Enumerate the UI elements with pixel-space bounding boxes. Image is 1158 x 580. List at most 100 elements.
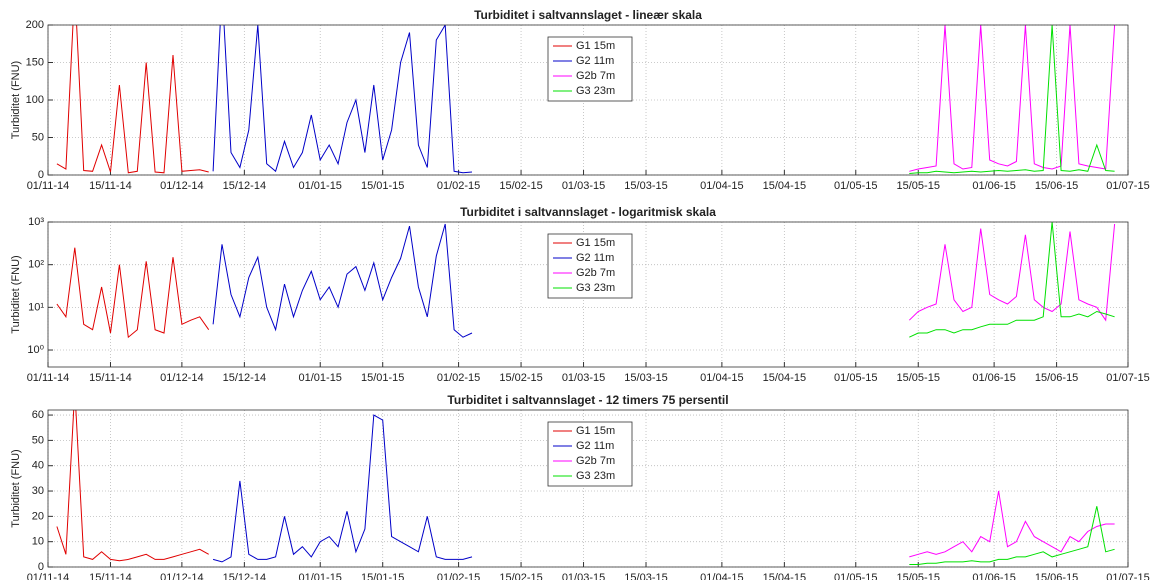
x-tick-label: 01/05-15 [834, 572, 877, 580]
x-tick-label: 15/06-15 [1035, 372, 1078, 384]
x-tick-label: 01/12-14 [160, 572, 203, 580]
legend-label: G3 23m [576, 85, 615, 97]
x-tick-label: 01/01-15 [299, 572, 342, 580]
x-tick-label: 15/05-15 [897, 572, 940, 580]
x-tick-label: 15/01-15 [361, 372, 404, 384]
data-line [212, 25, 473, 174]
legend-label: G2b 7m [576, 267, 615, 279]
x-tick-label: 15/11-14 [89, 372, 132, 384]
x-tick-label: 15/06-15 [1035, 572, 1078, 580]
x-tick-label: 01/06-15 [972, 372, 1015, 384]
legend-label: G1 15m [576, 237, 615, 249]
data-line [909, 25, 1116, 172]
x-tick-label: 15/02-15 [499, 372, 542, 384]
x-tick-label: 01/02-15 [437, 572, 480, 580]
legend-label: G3 23m [576, 470, 615, 482]
plot-frame [47, 221, 1129, 368]
x-tick-label: 15/05-15 [897, 372, 940, 384]
data-line [56, 247, 210, 339]
data-line [909, 490, 1115, 558]
y-axis-label: Turbiditet (FNU) [10, 61, 22, 139]
y-tick-label: 200 [26, 19, 44, 31]
x-tick-label: 15/06-15 [1035, 180, 1078, 192]
x-tick-label: 15/03-15 [624, 572, 667, 580]
x-tick-label: 15/03-15 [624, 372, 667, 384]
x-tick-label: 01/11-14 [27, 372, 70, 384]
x-tick-label: 01/07-15 [1106, 180, 1149, 192]
x-tick-label: 01/03-15 [562, 372, 605, 384]
x-tick-label: 15/04-15 [763, 180, 806, 192]
legend-box [547, 36, 633, 102]
x-tick-label: 15/01-15 [361, 180, 404, 192]
chart-title: Turbiditet i saltvannslaget - lineær ska… [474, 8, 702, 22]
legend-box [547, 233, 633, 299]
legend-label: G2 11m [576, 252, 614, 264]
panel: Turbiditet i saltvannslaget - logaritmis… [10, 205, 1150, 384]
y-tick-label: 0 [38, 169, 44, 181]
plot-frame [47, 24, 1129, 176]
x-tick-label: 01/04-15 [700, 572, 743, 580]
chart-title: Turbiditet i saltvannslaget - 12 timers … [447, 393, 728, 407]
legend: G1 15m G2 11m G2b 7m G3 23m [547, 36, 633, 102]
x-tick-label: 15/05-15 [897, 180, 940, 192]
data-line [56, 25, 209, 174]
x-tick-label: 01/05-15 [834, 180, 877, 192]
x-tick-label: 01/05-15 [834, 372, 877, 384]
x-tick-label: 01/07-15 [1106, 572, 1149, 580]
x-tick-label: 15/01-15 [361, 572, 404, 580]
y-axis-label: Turbiditet (FNU) [10, 449, 22, 527]
x-tick-label: 15/02-15 [499, 572, 542, 580]
y-tick-label: 10¹ [28, 301, 44, 313]
x-tick-label: 01/03-15 [562, 572, 605, 580]
legend-label: G2b 7m [576, 455, 615, 467]
data-line [909, 222, 1115, 338]
x-tick-label: 01/07-15 [1106, 372, 1149, 384]
data-line [56, 410, 209, 562]
data-line [212, 223, 473, 338]
panel: Turbiditet i saltvannslaget - 12 timers … [10, 393, 1150, 580]
x-tick-label: 15/03-15 [624, 180, 667, 192]
x-tick-label: 15/12-14 [223, 572, 266, 580]
y-tick-label: 10⁰ [27, 344, 44, 356]
y-tick-label: 50 [32, 434, 44, 446]
x-tick-label: 01/11-14 [27, 180, 70, 192]
y-tick-label: 60 [32, 409, 44, 421]
legend-label: G1 15m [576, 425, 615, 437]
x-tick-label: 01/11-14 [27, 572, 70, 580]
data-line [909, 25, 1115, 174]
y-tick-label: 50 [32, 131, 44, 143]
x-tick-label: 01/06-15 [972, 180, 1015, 192]
data-line [909, 506, 1115, 565]
y-tick-label: 10³ [28, 216, 44, 228]
x-tick-label: 01/12-14 [160, 372, 203, 384]
data-line [212, 414, 473, 563]
data-line [908, 223, 1116, 322]
x-tick-label: 15/12-14 [223, 372, 266, 384]
y-tick-label: 10² [28, 259, 44, 271]
x-tick-label: 15/11-14 [89, 572, 132, 580]
x-tick-label: 01/01-15 [299, 180, 342, 192]
panel: Turbiditet i saltvannslaget - lineær ska… [10, 8, 1150, 192]
chart-title: Turbiditet i saltvannslaget - logaritmis… [460, 205, 716, 219]
y-tick-label: 40 [32, 460, 44, 472]
x-tick-label: 15/02-15 [499, 180, 542, 192]
x-tick-label: 15/12-14 [223, 180, 266, 192]
legend: G1 15m G2 11m G2b 7m G3 23m [547, 233, 633, 299]
x-tick-label: 01/01-15 [299, 372, 342, 384]
y-tick-label: 150 [26, 56, 44, 68]
x-tick-label: 01/12-14 [160, 180, 203, 192]
legend-box [547, 421, 633, 487]
legend-label: G1 15m [576, 40, 615, 52]
legend-label: G2 11m [576, 440, 614, 452]
y-axis-label: Turbiditet (FNU) [10, 255, 22, 333]
legend-label: G3 23m [576, 282, 615, 294]
plot-frame [47, 409, 1129, 568]
x-tick-label: 15/04-15 [763, 372, 806, 384]
legend: G1 15m G2 11m G2b 7m G3 23m [547, 421, 633, 487]
x-tick-label: 01/06-15 [972, 572, 1015, 580]
y-tick-label: 0 [38, 561, 44, 573]
x-tick-label: 01/04-15 [700, 180, 743, 192]
x-tick-label: 15/11-14 [89, 180, 132, 192]
